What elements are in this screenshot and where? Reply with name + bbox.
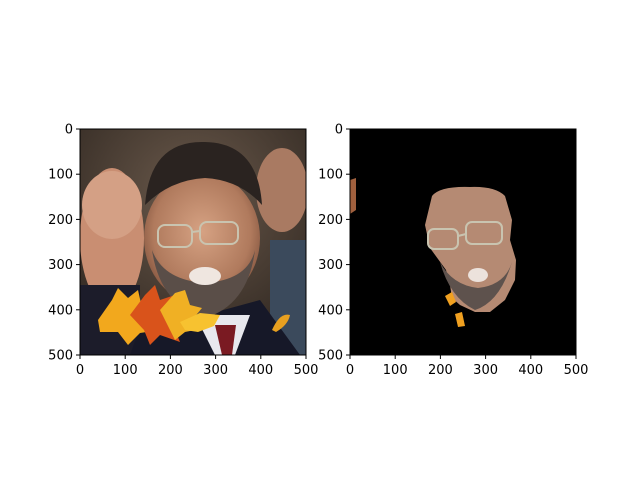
x-tick-label: 400 [518, 363, 543, 378]
x-tick-label: 200 [158, 363, 183, 378]
left-axes-frame [79, 128, 307, 356]
x-tick-label: 200 [428, 363, 453, 378]
x-tick-label: 300 [203, 363, 228, 378]
x-tick-label: 0 [346, 363, 354, 378]
y-tick-label: 200 [48, 213, 73, 228]
y-tick-label: 0 [65, 123, 73, 138]
x-tick-label: 400 [248, 363, 273, 378]
x-tick-label: 500 [294, 363, 319, 378]
y-tick-label: 300 [48, 258, 73, 273]
original-image [80, 129, 306, 355]
masked-image [350, 129, 576, 355]
y-tick-label: 300 [318, 258, 343, 273]
x-tick-label: 0 [76, 363, 84, 378]
y-tick-label: 100 [318, 168, 343, 183]
y-tick-label: 400 [48, 303, 73, 318]
y-tick-label: 500 [48, 349, 73, 364]
x-tick-label: 100 [383, 363, 408, 378]
y-tick-label: 200 [318, 213, 343, 228]
x-tick-label: 500 [564, 363, 589, 378]
autumn-leaves [98, 285, 290, 345]
right-axes-frame [349, 128, 577, 356]
y-tick-label: 400 [318, 303, 343, 318]
x-tick-label: 100 [113, 363, 138, 378]
y-tick-label: 0 [335, 123, 343, 138]
y-tick-label: 500 [318, 349, 343, 364]
y-tick-label: 100 [48, 168, 73, 183]
x-tick-label: 300 [473, 363, 498, 378]
